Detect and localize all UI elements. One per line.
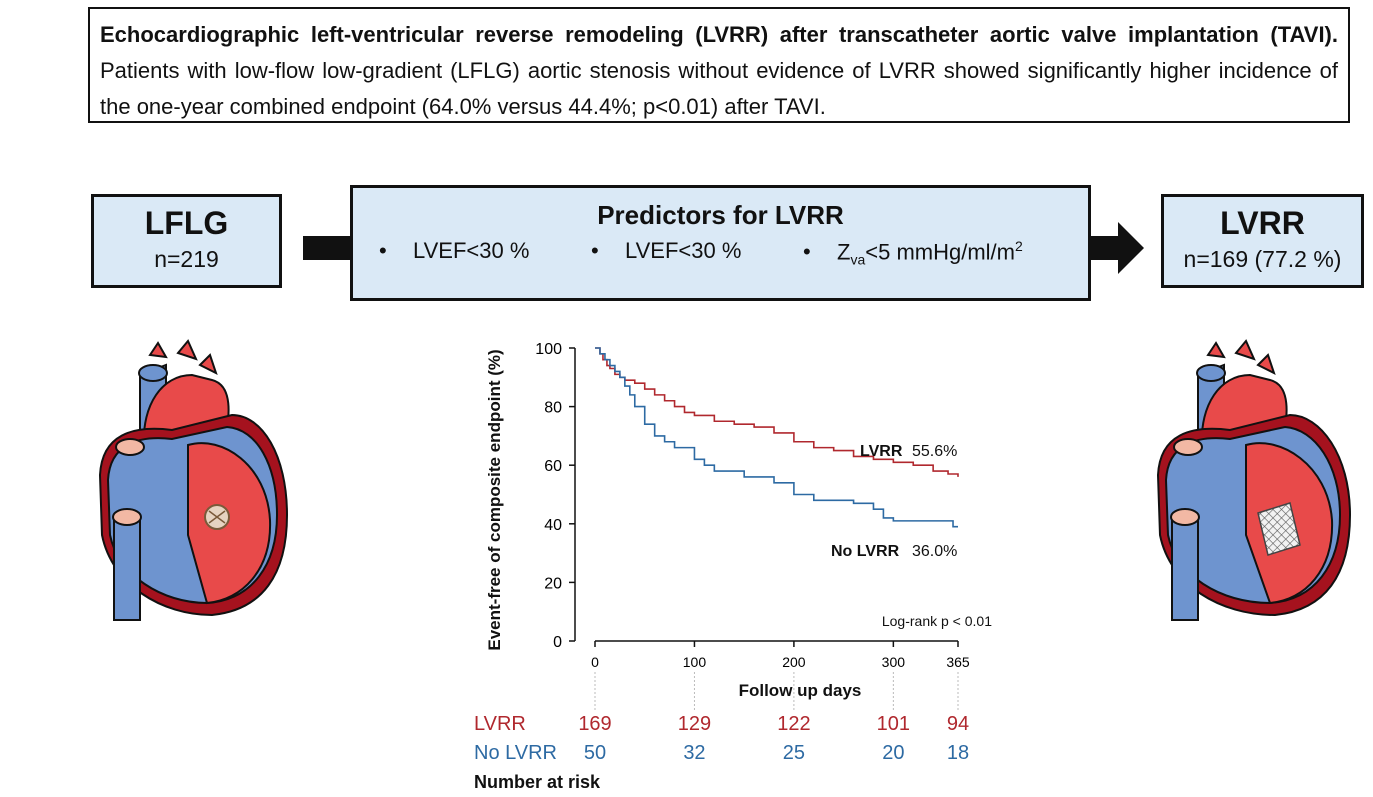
no-lvrr-survival-curve [595, 347, 958, 528]
heart-illustration-left [98, 339, 289, 621]
y-tick-label: 80 [544, 400, 562, 417]
predictors-box: Predictors for LVRR • LVEF<30 % • LVEF<30 … [350, 185, 1091, 301]
lvrr-series-name: LVRR [860, 443, 903, 460]
risk-value: 122 [777, 713, 811, 735]
no-lvrr-series-value: 36.0% [912, 543, 957, 560]
risk-value: 18 [946, 742, 970, 764]
predictor-item-lvef-1: • LVEF<30 % [379, 238, 529, 264]
risk-row-label-lvrr: LVRR [474, 713, 526, 735]
y-tick-label: 40 [544, 517, 562, 534]
risk-value: 129 [677, 713, 712, 735]
bullet-icon: • [379, 238, 387, 263]
bullet-icon: • [591, 238, 599, 263]
bullet-icon: • [803, 239, 811, 265]
risk-value: 101 [876, 713, 911, 735]
risk-table-title: Number at risk [474, 772, 601, 792]
y-tick-label: 0 [553, 634, 562, 651]
figure-caption: Echocardiographic left-ventricular rever… [88, 7, 1350, 123]
predictor-label-2: LVEF<30 % [625, 238, 742, 263]
x-axis-label: Follow up days [739, 681, 862, 700]
lvrr-title: LVRR [1220, 205, 1305, 241]
lvrr-box: LVRR n=169 (77.2 %) [1161, 194, 1364, 288]
risk-value: 32 [683, 742, 706, 764]
arrow-right-icon [1088, 222, 1144, 274]
predictor-item-zva: • Zva<5 mmHg/ml/m2 [803, 238, 1023, 268]
logrank-annotation: Log-rank p < 0.01 [882, 613, 992, 629]
y-tick-label: 100 [535, 341, 562, 358]
x-tick-label: 300 [882, 654, 906, 670]
lflg-count: n=219 [154, 246, 219, 272]
no-lvrr-series-name: No LVRR [831, 543, 900, 560]
lflg-title: LFLG [144, 205, 229, 241]
kaplan-meier-chart: Event-free of composite endpoint (%) 0 20… [485, 341, 992, 710]
risk-value: 20 [882, 742, 905, 764]
risk-value: 25 [782, 742, 806, 764]
caption-text: Patients with low-flow low-gradient (LFL… [100, 58, 1338, 119]
connector-bar-left [303, 236, 353, 260]
zva-rest: <5 mmHg/ml/m [865, 239, 1015, 265]
lvrr-series-value: 55.6% [912, 443, 957, 460]
risk-value: 50 [583, 742, 607, 764]
risk-value: 94 [946, 713, 970, 735]
caption-bold: Echocardiographic left-ventricular rever… [100, 22, 1338, 47]
lvrr-count: n=169 (77.2 %) [1183, 246, 1342, 272]
lvrr-survival-curve [595, 347, 959, 477]
y-axis-label: Event-free of composite endpoint (%) [485, 349, 504, 650]
x-tick-label: 365 [946, 654, 970, 670]
x-tick-label: 100 [683, 654, 707, 670]
zva-subscript: va [850, 251, 866, 268]
predictors-title: Predictors for LVRR [597, 200, 844, 230]
y-tick-label: 60 [544, 458, 562, 475]
x-tick-label: 0 [591, 654, 599, 670]
heart-illustration-right [1156, 339, 1352, 621]
risk-row-label-no-lvrr: No LVRR [474, 742, 557, 764]
predictor-item-lvef-2: • LVEF<30 % [591, 238, 741, 264]
lflg-box: LFLG n=219 [91, 194, 282, 288]
x-tick-label: 200 [782, 654, 806, 670]
risk-value: 169 [578, 713, 612, 735]
y-tick-label: 20 [544, 575, 562, 592]
zva-z: Z [837, 239, 851, 265]
predictor-label-1: LVEF<30 % [413, 238, 530, 263]
zva-superscript: 2 [1015, 238, 1023, 254]
